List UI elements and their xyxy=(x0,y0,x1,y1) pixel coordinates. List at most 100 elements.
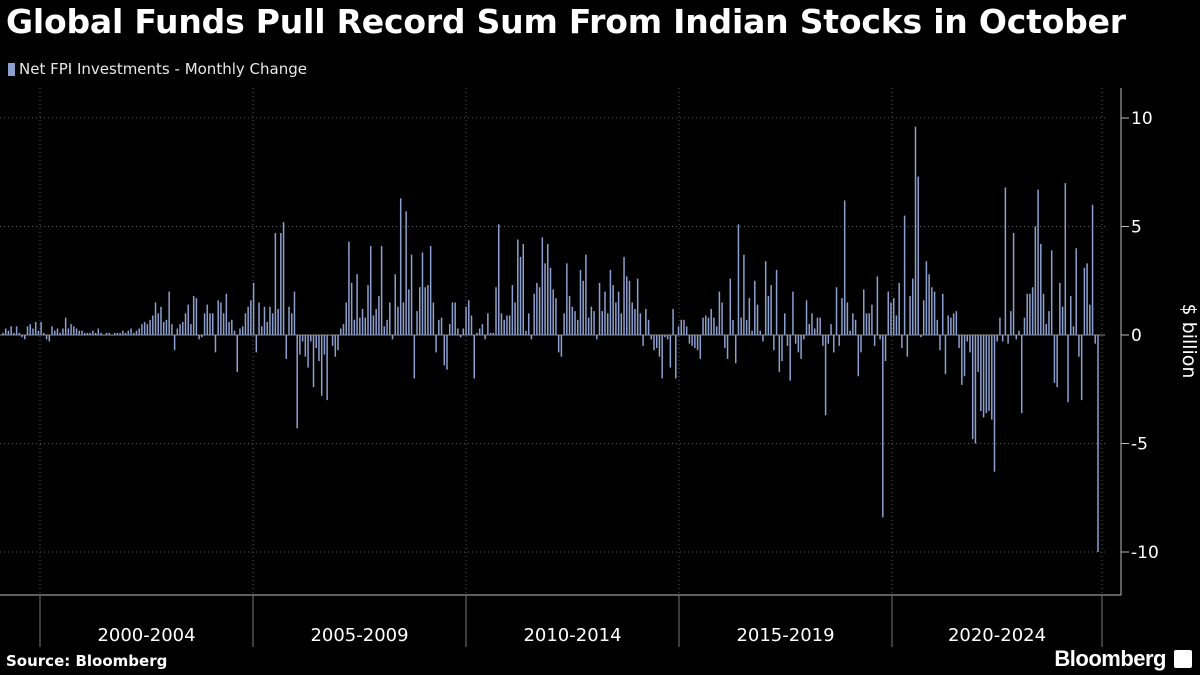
bar xyxy=(470,315,473,335)
bar xyxy=(813,328,816,335)
bar xyxy=(1089,304,1091,335)
bar xyxy=(462,328,465,335)
bar xyxy=(1061,306,1064,335)
bar xyxy=(683,319,685,335)
bar xyxy=(473,335,475,379)
bar xyxy=(980,335,982,411)
bar xyxy=(310,335,312,342)
bar xyxy=(519,256,522,335)
bar xyxy=(214,335,217,353)
legend-swatch xyxy=(8,62,15,76)
bar xyxy=(160,306,162,335)
bar xyxy=(740,317,742,335)
bar xyxy=(484,335,486,340)
bar xyxy=(334,335,337,357)
bar xyxy=(699,335,702,359)
bar xyxy=(419,287,421,335)
bar xyxy=(108,332,110,335)
bar xyxy=(805,300,808,335)
bar xyxy=(10,326,12,335)
bar xyxy=(443,335,446,366)
bar xyxy=(149,319,151,335)
bar xyxy=(29,324,31,335)
bar xyxy=(481,324,484,335)
bar xyxy=(977,335,979,372)
bar xyxy=(675,335,677,379)
bar xyxy=(914,126,917,336)
bar xyxy=(743,254,745,335)
bar xyxy=(171,324,173,335)
bar xyxy=(560,335,563,357)
bar xyxy=(195,298,198,335)
bar xyxy=(86,332,89,335)
bar xyxy=(500,313,503,335)
y-axis-title: $ billion xyxy=(1178,304,1200,379)
bar xyxy=(438,319,440,335)
bar xyxy=(615,302,617,335)
bar xyxy=(1007,335,1009,344)
bar xyxy=(187,304,189,335)
bar xyxy=(715,326,718,335)
bar xyxy=(435,335,437,353)
bar xyxy=(732,319,734,335)
bar xyxy=(143,321,146,335)
bar xyxy=(222,313,225,335)
bar xyxy=(375,308,377,335)
bar xyxy=(882,335,884,518)
bar xyxy=(75,328,78,335)
bar xyxy=(173,335,176,351)
bar xyxy=(397,306,399,335)
bar xyxy=(617,291,620,335)
bar xyxy=(928,274,930,335)
bar xyxy=(179,324,181,335)
bar xyxy=(694,335,696,349)
bar xyxy=(596,335,598,340)
bar xyxy=(527,313,530,335)
bar xyxy=(130,328,132,335)
bar xyxy=(606,313,609,335)
bar xyxy=(255,335,258,353)
bar xyxy=(849,330,851,335)
bar xyxy=(252,282,255,335)
bar xyxy=(78,330,81,335)
bar xyxy=(857,335,860,377)
bar xyxy=(903,215,906,335)
bar xyxy=(775,269,778,335)
bar xyxy=(680,319,682,335)
bar xyxy=(756,304,759,335)
bar xyxy=(604,291,606,335)
bar xyxy=(707,317,710,335)
bar xyxy=(530,335,533,340)
bar xyxy=(803,335,805,340)
bar xyxy=(350,282,353,335)
bar xyxy=(653,335,655,351)
bar xyxy=(34,321,37,335)
bar xyxy=(1080,335,1083,401)
bar xyxy=(209,313,211,335)
legend-label: Net FPI Investments - Monthly Change xyxy=(19,60,307,78)
bar xyxy=(421,252,424,335)
bar xyxy=(822,335,824,346)
bar xyxy=(1018,330,1020,335)
bar xyxy=(996,335,998,342)
bar xyxy=(59,332,61,335)
bar xyxy=(211,313,214,335)
x-period-label: 2000-2004 xyxy=(97,625,195,646)
bar xyxy=(944,335,947,375)
bar xyxy=(4,328,7,335)
bar xyxy=(988,335,990,411)
bar xyxy=(293,291,296,335)
bar xyxy=(852,313,854,335)
bar xyxy=(277,308,279,335)
bar xyxy=(184,313,187,335)
bar xyxy=(737,224,740,335)
source-note: Source: Bloomberg xyxy=(6,652,168,670)
bar xyxy=(898,282,900,335)
bar xyxy=(32,328,34,335)
y-tick-label: -10 xyxy=(1131,543,1159,563)
bar xyxy=(296,335,298,429)
bar xyxy=(890,302,892,335)
bar xyxy=(764,261,767,335)
bar xyxy=(269,306,271,335)
bar xyxy=(626,276,628,335)
